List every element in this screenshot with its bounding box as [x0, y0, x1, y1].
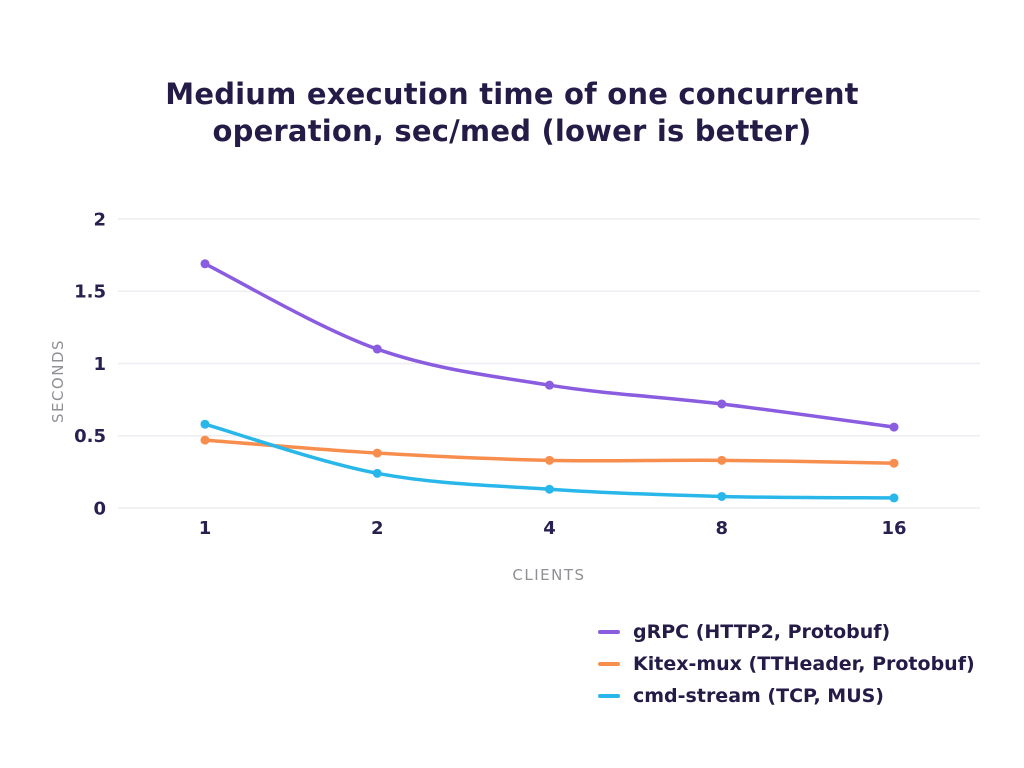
x-tick-label: 4 [543, 518, 556, 539]
data-point [200, 419, 210, 429]
data-point [545, 455, 554, 465]
legend-dash-icon [598, 630, 620, 634]
data-point [889, 493, 899, 503]
y-tick-label: 2 [93, 209, 106, 230]
legend: gRPC (HTTP2, Protobuf) Kitex-mux (TTHead… [598, 621, 975, 707]
x-tick-label: 8 [715, 518, 728, 539]
data-point [200, 259, 210, 269]
y-tick-label: 0.5 [74, 426, 106, 447]
x-tick-label: 16 [881, 518, 906, 539]
series-line-0 [203, 262, 896, 429]
data-point [717, 491, 727, 501]
legend-item-grpc: gRPC (HTTP2, Protobuf) [598, 621, 975, 643]
y-tick-label: 0 [93, 498, 106, 519]
y-tick-label: 1 [93, 354, 106, 375]
legend-dash-icon [598, 662, 620, 666]
y-tick-label: 1.5 [74, 282, 106, 303]
legend-item-cmd-stream: cmd-stream (TCP, MUS) [598, 685, 975, 707]
legend-dash-icon [598, 694, 620, 698]
x-axis-title: CLIENTS [512, 566, 586, 584]
legend-item-kitex-mux: Kitex-mux (TTHeader, Protobuf) [598, 653, 975, 675]
data-point [545, 380, 554, 390]
legend-label: gRPC (HTTP2, Protobuf) [633, 621, 891, 643]
data-point [717, 455, 727, 465]
data-point [889, 458, 899, 468]
x-tick-label: 2 [371, 518, 384, 539]
data-point [717, 399, 727, 409]
data-point [889, 422, 899, 432]
chart-title: Medium execution time of one concurrent … [165, 77, 859, 148]
data-point [372, 448, 382, 458]
y-axis-title: SECONDS [49, 338, 67, 424]
legend-label: cmd-stream (TCP, MUS) [633, 685, 884, 707]
x-tick-label: 1 [199, 518, 212, 539]
data-point [200, 435, 210, 445]
data-point [372, 344, 382, 354]
data-point [372, 468, 382, 478]
data-point [545, 484, 554, 494]
legend-label: Kitex-mux (TTHeader, Protobuf) [633, 653, 975, 675]
